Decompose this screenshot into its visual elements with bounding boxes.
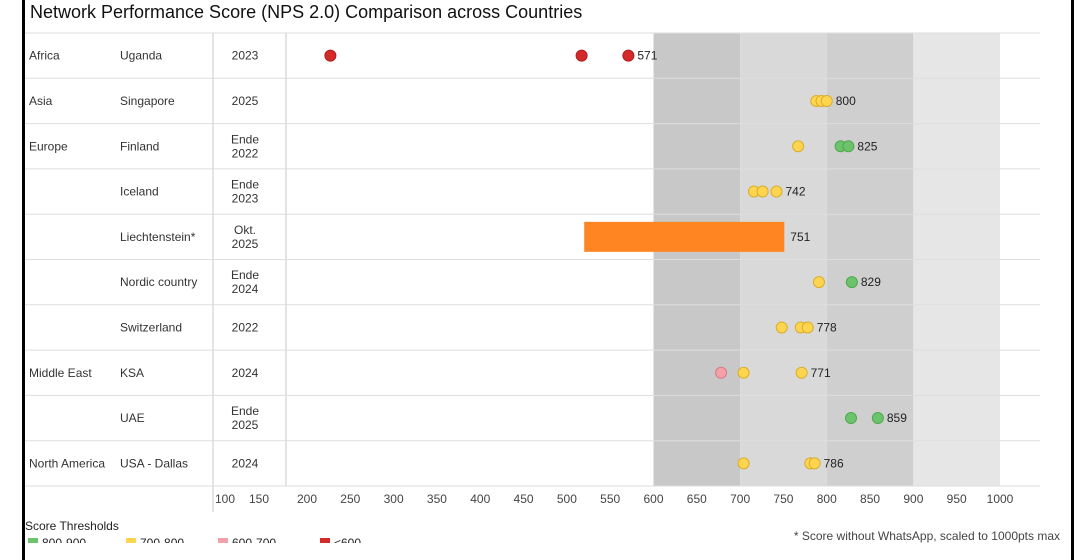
x-tick-label: 850: [860, 492, 880, 506]
x-tick-label: 1000: [987, 492, 1014, 506]
score-point: [737, 457, 750, 470]
date-label-line1: Ende: [231, 132, 259, 146]
country-label: Iceland: [120, 185, 159, 199]
x-tick-label: 400: [470, 492, 490, 506]
legend-swatch: [28, 538, 38, 543]
score-point: [622, 49, 635, 62]
nps-chart: Africa Uganda 2023 571 Asia Singapore 2025 800 E…: [25, 32, 1060, 543]
score-point: [842, 140, 855, 153]
score-point: [770, 185, 783, 198]
date-label-line2: 2023: [232, 192, 259, 206]
score-value-label: 751: [790, 230, 810, 244]
x-tick-label: 800: [817, 492, 837, 506]
legend-label: 800-900: [42, 536, 86, 543]
score-value-label: 771: [811, 366, 831, 380]
x-tick-label: 450: [514, 492, 534, 506]
country-label: Switzerland: [120, 320, 182, 334]
country-label: Uganda: [120, 49, 162, 63]
legend-label: <600: [334, 536, 361, 543]
score-point: [845, 276, 858, 289]
score-point: [575, 49, 588, 62]
region-label: Asia: [29, 94, 53, 108]
country-label: KSA: [120, 366, 144, 380]
country-label: Finland: [120, 139, 159, 153]
x-tick-label: 500: [557, 492, 577, 506]
score-point: [715, 366, 728, 379]
region-label: North America: [29, 456, 105, 470]
x-tick-label: 600: [643, 492, 663, 506]
x-tick-label: 550: [600, 492, 620, 506]
score-value-label: 825: [857, 139, 877, 153]
date-label-line2: 2025: [232, 418, 259, 432]
score-point: [812, 276, 825, 289]
date-label-line2: 2022: [232, 146, 259, 160]
region-label: Europe: [29, 139, 68, 153]
score-value-label: 571: [637, 49, 657, 63]
x-tick-label: 200: [297, 492, 317, 506]
x-tick-label: 750: [773, 492, 793, 506]
score-point: [775, 321, 788, 334]
region-label: Africa: [29, 49, 60, 63]
chart-frame: [22, 0, 1074, 560]
score-value-label: 859: [887, 411, 907, 425]
country-label: UAE: [120, 411, 145, 425]
region-label: Middle East: [29, 366, 92, 380]
score-point: [792, 140, 805, 153]
date-label: 2024: [232, 366, 259, 380]
score-point: [820, 94, 833, 107]
footnote: * Score without WhatsApp, scaled to 1000…: [794, 529, 1060, 543]
score-value-label: 786: [824, 456, 844, 470]
date-label-line1: Ende: [231, 268, 259, 282]
date-label-line2: 2024: [232, 282, 259, 296]
date-label-line1: Ende: [231, 404, 259, 418]
score-point: [845, 412, 858, 425]
x-tick-label: 650: [687, 492, 707, 506]
legend-label: 600-700: [232, 536, 276, 543]
date-label: 2022: [232, 320, 259, 334]
x-tick-label: 250: [340, 492, 360, 506]
x-tick-label: 950: [947, 492, 967, 506]
score-point: [871, 412, 884, 425]
country-label: USA - Dallas: [120, 456, 188, 470]
score-value-label: 742: [786, 185, 806, 199]
date-label: 2025: [232, 94, 259, 108]
x-tick-label: 100: [215, 492, 235, 506]
legend-title: Score Thresholds: [25, 519, 119, 533]
score-point: [737, 366, 750, 379]
country-label: Singapore: [120, 94, 175, 108]
score-bar: [584, 221, 785, 252]
country-label: Nordic country: [120, 275, 197, 289]
score-value-label: 829: [861, 275, 881, 289]
score-point: [808, 457, 821, 470]
chart-title: Network Performance Score (NPS 2.0) Comp…: [30, 2, 583, 22]
score-value-label: 778: [817, 320, 837, 334]
date-label-line1: Okt.: [234, 223, 256, 237]
date-label: 2024: [232, 456, 259, 470]
legend-swatch: [126, 538, 136, 543]
x-tick-label: 150: [249, 492, 269, 506]
x-tick-label: 700: [730, 492, 750, 506]
x-tick-label: 350: [427, 492, 447, 506]
legend-swatch: [320, 538, 330, 543]
date-label-line1: Ende: [231, 178, 259, 192]
chart-stage: Network Performance Score (NPS 2.0) Comp…: [22, 0, 1074, 560]
score-point: [324, 49, 337, 62]
x-tick-label: 900: [903, 492, 923, 506]
score-point: [756, 185, 769, 198]
legend-label: 700-800: [140, 536, 184, 543]
country-label: Liechtenstein*: [120, 230, 196, 244]
date-label-line2: 2025: [232, 237, 259, 251]
legend-swatch: [218, 538, 228, 543]
score-point: [795, 366, 808, 379]
score-point: [801, 321, 814, 334]
x-tick-label: 300: [384, 492, 404, 506]
score-value-label: 800: [836, 94, 856, 108]
date-label: 2023: [232, 49, 259, 63]
